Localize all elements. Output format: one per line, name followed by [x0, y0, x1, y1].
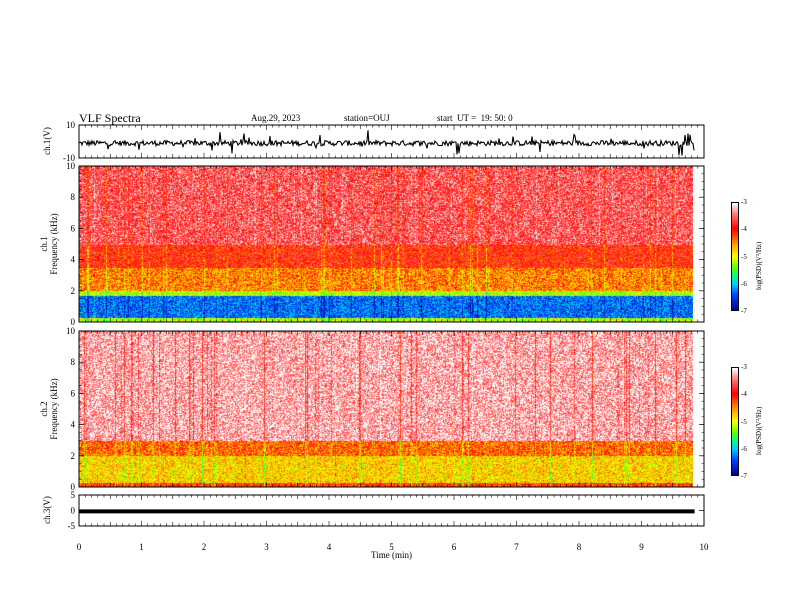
x-tick-label: 9 [639, 542, 644, 552]
x-tick-label: 2 [202, 542, 207, 552]
ch1-waveform-line [78, 130, 695, 156]
y-tick-label: 6 [71, 223, 76, 233]
y-tick-label: 5 [71, 490, 76, 500]
y-tick-label: 10 [66, 326, 76, 336]
y-tick-label: 2 [71, 451, 76, 461]
panel-frame-2 [78, 165, 705, 323]
ch1-ylabel: ch.1(V) [42, 127, 52, 155]
x-tick-label: 8 [577, 542, 582, 552]
colorbar-tick-label: -3 [741, 363, 747, 371]
x-tick-label: 10 [700, 542, 710, 552]
chart-title: VLF Spectra [79, 111, 141, 125]
ch2-spec-ylabel-a: ch.2 [39, 401, 49, 416]
colorbar-label: log(PSD)(V²/Hz) [755, 406, 763, 455]
x-tick-label: 1 [139, 542, 144, 552]
panel-frame-3 [78, 330, 705, 488]
colorbar-tick-label: -5 [741, 252, 747, 261]
station-label: station=OUJ [344, 113, 390, 123]
ch2-spec-ylabel-b: Frequency (kHz) [49, 378, 59, 439]
y-tick-label: 6 [71, 388, 76, 398]
x-tick-label: 0 [77, 542, 82, 552]
ch1-spec-ylabel-b: Frequency (kHz) [49, 213, 59, 274]
y-tick-label: 8 [71, 192, 76, 202]
colorbar-tick-label: -6 [741, 279, 747, 288]
y-tick-label: -5 [68, 521, 76, 531]
colorbar-tick-label: -4 [741, 390, 747, 399]
y-tick-label: 2 [71, 286, 76, 296]
ch2-spectrogram-image [79, 331, 693, 487]
x-tick-label: 5 [389, 542, 394, 552]
y-tick-label: 8 [71, 357, 76, 367]
x-axis-label: Time (min) [371, 550, 412, 560]
colorbar-tick-label: -6 [741, 444, 747, 453]
y-tick-label: 0 [71, 482, 76, 492]
colorbar-tick-label: -7 [741, 307, 747, 315]
colorbar-ch2 [731, 367, 739, 476]
colorbar-tick-label: -4 [741, 225, 747, 234]
y-tick-label: -10 [63, 153, 75, 163]
colorbar-ch1 [731, 202, 739, 311]
y-tick-label: 10 [66, 161, 76, 171]
x-tick-label: 3 [264, 542, 269, 552]
x-tick-label: 7 [514, 542, 519, 552]
x-tick-label: 6 [452, 542, 457, 552]
colorbar-tick-label: -3 [741, 198, 747, 206]
date-label: Aug.29, 2023 [251, 113, 301, 123]
y-tick-label: 4 [71, 255, 76, 265]
y-tick-label: 0 [71, 317, 76, 327]
colorbar-tick-label: -7 [741, 472, 747, 480]
ch3-ylabel: ch.3(V) [42, 496, 52, 524]
y-tick-label: 4 [71, 420, 76, 430]
start-time-label: start UT = 19: 50: 0 [437, 113, 513, 123]
ch1-spectrogram-image [79, 166, 693, 322]
colorbar-label: log(PSD)(V²/Hz) [755, 241, 763, 290]
y-tick-label: 0 [71, 506, 76, 516]
y-tick-label: 10 [66, 120, 76, 130]
x-tick-label: 4 [327, 542, 332, 552]
ch1-spec-ylabel-a: ch.1 [39, 236, 49, 251]
colorbar-tick-label: -5 [741, 417, 747, 426]
